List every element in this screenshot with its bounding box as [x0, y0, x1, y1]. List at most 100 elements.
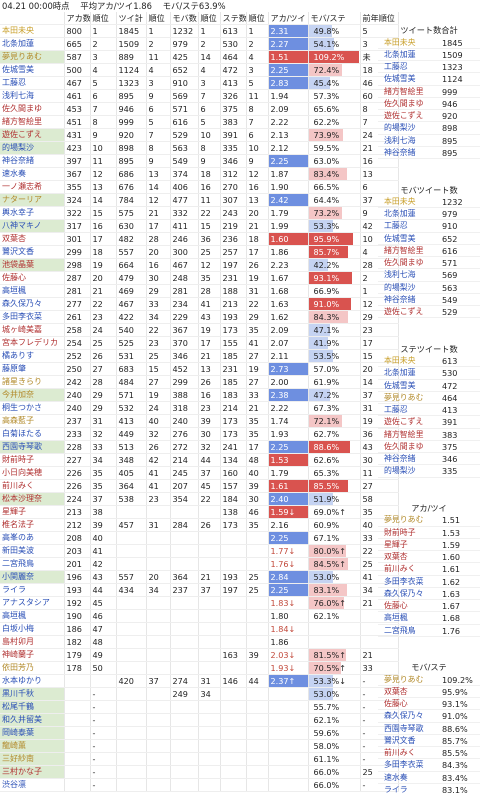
previous-rank-cell[interactable]: 27 — [360, 479, 399, 493]
ratio-cell[interactable]: 2.23 — [268, 258, 309, 272]
mobile-tweets-cell[interactable]: 529 — [170, 128, 199, 142]
ranking-entry[interactable]: 西園寺琴歌 88.6% — [378, 723, 480, 735]
stage-rank-cell[interactable]: 27 — [246, 349, 269, 363]
mobile-tweets-cell[interactable]: 284 — [170, 518, 199, 532]
mobile-tweets-cell[interactable]: 406 — [170, 180, 199, 194]
tweets-cell[interactable]: 889 — [116, 50, 147, 64]
ratio-cell[interactable] — [268, 726, 309, 740]
ranking-entry[interactable]: 本田未央 1232 — [378, 196, 480, 208]
mobile-tweets-cell[interactable]: 364 — [170, 570, 199, 584]
ranking-entry[interactable]: 緒方智絵里 383 — [378, 429, 480, 441]
ranking-entry[interactable]: 星輝子 1.59 — [378, 539, 480, 551]
ranking-entry[interactable]: 佐藤心 1.67 — [378, 600, 480, 613]
tweets-rank-cell[interactable]: 23 — [146, 336, 171, 350]
table-row[interactable]: 椎名法子 212 39 457 31 284 26 173 35 2.16 60.9% 40 — [0, 518, 399, 532]
tweets-rank-cell[interactable] — [146, 531, 171, 545]
ranking-entry[interactable]: 夢見りあむ 464 — [378, 392, 480, 404]
percentage-cell[interactable]: 59.6% — [308, 726, 361, 740]
previous-rank-cell[interactable] — [360, 609, 399, 623]
stage-tweets-cell[interactable]: 307 — [220, 193, 247, 207]
stage-rank-cell[interactable]: 9 — [246, 154, 269, 168]
ratio-cell[interactable]: 1.63 — [268, 297, 309, 311]
tweets-rank-cell[interactable]: 26 — [146, 440, 171, 454]
tweets-rank-cell[interactable] — [146, 609, 171, 623]
previous-rank-cell[interactable]: 18 — [360, 63, 399, 77]
accounts-cell[interactable]: 322 — [64, 206, 91, 220]
accounts-rank-cell[interactable]: 11 — [90, 154, 117, 168]
idol-name-cell[interactable]: 八神マキノ — [0, 219, 65, 233]
percentage-cell[interactable]: 49.8% — [308, 24, 361, 38]
stage-tweets-cell[interactable]: 197 — [220, 258, 247, 272]
mobile-rank-cell[interactable]: 15 — [198, 219, 221, 233]
accounts-cell[interactable]: 451 — [64, 115, 91, 129]
idol-name-cell[interactable]: 松本沙理奈 — [0, 492, 65, 506]
accounts-cell[interactable]: 461 — [64, 89, 91, 103]
previous-rank-cell[interactable] — [360, 622, 399, 636]
tweets-cell[interactable]: 557 — [116, 570, 147, 584]
mobile-tweets-cell[interactable]: 234 — [170, 297, 199, 311]
stage-tweets-cell[interactable]: 173 — [220, 323, 247, 337]
stage-tweets-cell[interactable] — [220, 596, 247, 610]
table-row[interactable]: 松尾千鶴 - 55.7% - — [0, 700, 399, 714]
accounts-cell[interactable]: 227 — [64, 453, 91, 467]
idol-name-cell[interactable]: 工藤忍 — [0, 76, 65, 90]
accounts-cell[interactable]: 203 — [64, 544, 91, 558]
mobile-rank-cell[interactable]: 1 — [198, 24, 221, 38]
mobile-tweets-cell[interactable] — [170, 609, 199, 623]
accounts-rank-cell[interactable]: 8 — [90, 115, 117, 129]
accounts-rank-cell[interactable]: 13 — [90, 180, 117, 194]
stage-tweets-cell[interactable]: 138 — [220, 505, 247, 519]
tweets-cell[interactable] — [116, 609, 147, 623]
percentage-cell[interactable]: 58.0% — [308, 739, 361, 753]
mobile-tweets-cell[interactable]: 569 — [170, 89, 199, 103]
ratio-cell[interactable]: 2.00 — [268, 375, 309, 389]
previous-rank-cell[interactable]: 20 — [360, 362, 399, 376]
tweets-rank-cell[interactable]: 20 — [146, 570, 171, 584]
accounts-cell[interactable] — [64, 726, 91, 740]
mobile-tweets-cell[interactable]: 616 — [170, 115, 199, 129]
stage-tweets-cell[interactable] — [220, 622, 247, 636]
percentage-cell[interactable]: 66.0% — [308, 765, 361, 779]
table-row[interactable]: 水本ゆかり 420 37 274 31 146 44 2.37↑ 53.3%↓ - — [0, 674, 399, 688]
mobile-tweets-cell[interactable] — [170, 700, 199, 714]
ratio-cell[interactable] — [268, 739, 309, 753]
percentage-cell[interactable]: 70.5%↑ — [308, 661, 361, 675]
table-row[interactable]: 小関麗奈 196 43 557 20 364 21 193 25 2.84 53.0% 41 — [0, 570, 399, 584]
accounts-cell[interactable]: 190 — [64, 609, 91, 623]
accounts-cell[interactable]: 423 — [64, 141, 91, 155]
accounts-rank-cell[interactable]: 49 — [90, 648, 117, 662]
tweets-cell[interactable] — [116, 752, 147, 766]
table-row[interactable]: 高森藍子 237 31 413 40 240 39 173 35 1.74 72.1% 19 — [0, 414, 399, 428]
stage-rank-cell[interactable] — [246, 622, 269, 636]
stage-tweets-cell[interactable]: 236 — [220, 232, 247, 246]
percentage-cell[interactable]: 72.4% — [308, 63, 361, 77]
percentage-cell[interactable]: 47.1% — [308, 323, 361, 337]
table-row[interactable]: 龍崎薫 -58.0% - — [0, 739, 399, 753]
tweets-rank-cell[interactable]: 30 — [146, 271, 171, 285]
mobile-tweets-cell[interactable]: 477 — [170, 193, 199, 207]
table-row[interactable]: 前川みく 226 35 364 41 207 45 157 39 1.61 85.5% 27 — [0, 479, 399, 493]
mobile-rank-cell[interactable]: 11 — [198, 193, 221, 207]
accounts-cell[interactable] — [64, 713, 91, 727]
tweets-cell[interactable]: 540 — [116, 323, 147, 337]
accounts-rank-cell[interactable]: 33 — [90, 440, 117, 454]
stage-tweets-cell[interactable] — [220, 661, 247, 675]
accounts-cell[interactable]: 254 — [64, 336, 91, 350]
mobile-tweets-cell[interactable]: 467 — [170, 258, 199, 272]
mobile-rank-cell[interactable]: 10 — [198, 128, 221, 142]
idol-name-cell[interactable]: 和久井留美 — [0, 713, 65, 727]
tweets-cell[interactable] — [116, 661, 147, 675]
tweets-cell[interactable]: 484 — [116, 375, 147, 389]
ratio-cell[interactable]: 2.40 — [268, 492, 309, 506]
ratio-cell[interactable]: 2.84 — [268, 570, 309, 584]
table-row[interactable]: 夢見りあむ 587 3 889 11 425 14 464 4 1.51 109.2% 未 — [0, 50, 399, 64]
table-row[interactable]: 遊佐こずえ 431 9 920 7 529 10 391 6 2.13 73.9% 24 — [0, 128, 399, 142]
previous-rank-cell[interactable]: 25 — [360, 557, 399, 571]
ratio-cell[interactable] — [268, 687, 309, 701]
tweets-rank-cell[interactable]: 15 — [146, 362, 171, 376]
percentage-cell[interactable]: 66.9% — [308, 284, 361, 298]
previous-rank-cell[interactable]: 30 — [360, 453, 399, 467]
tweets-rank-cell[interactable] — [146, 661, 171, 675]
ranking-entry[interactable]: 北条加蓮 979 — [378, 208, 480, 221]
ratio-cell[interactable]: 1.62 — [268, 310, 309, 324]
